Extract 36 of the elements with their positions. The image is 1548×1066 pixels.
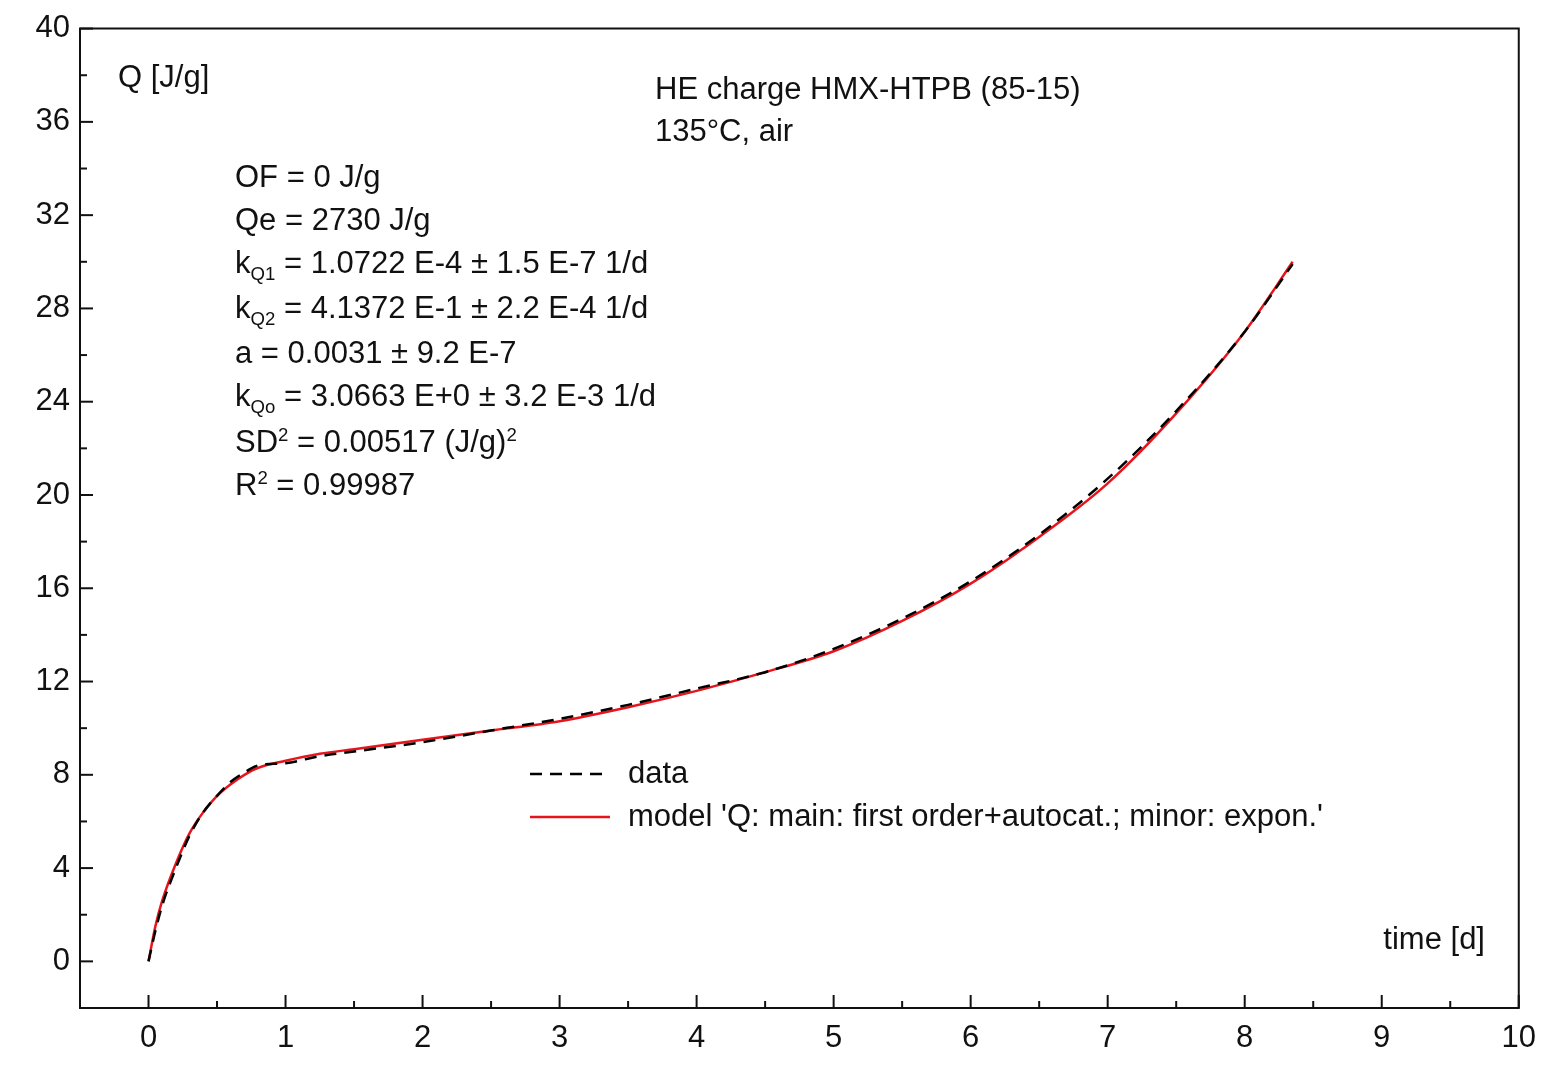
- y-tick-label: 28: [35, 288, 70, 324]
- x-axis-title: time [d]: [1383, 921, 1485, 957]
- annotation: k$_{Q2}$ = 4.1372 E-1 ± 2.2 E-4 1/d: [235, 288, 650, 331]
- y-tick-label: 4: [52, 848, 70, 884]
- x-tick-label: 1: [276, 1019, 295, 1055]
- text: 135°C, air: [655, 113, 794, 149]
- x-tick-label: 3: [550, 1019, 569, 1055]
- y-tick-label: 12: [35, 662, 70, 698]
- legend-label: model 'Q: main: first order+autocat.; minor: expon.': [628, 797, 1324, 833]
- annotation: SD$^{2}$ = 0.00517 (J/g)$^{2}$: [235, 422, 518, 461]
- annotation: k$_{Qo}$ = 3.0663 E+0 ± 3.2 E-3 1/d: [235, 377, 656, 419]
- x-tick-label: 10: [1501, 1019, 1536, 1055]
- annotation: Qe = 2730 J/g: [235, 200, 432, 239]
- x-tick-label: 6: [962, 1019, 980, 1055]
- y-tick-label: 36: [35, 102, 70, 138]
- y-tick-label: 20: [35, 475, 70, 511]
- y-tick-label: 32: [35, 195, 70, 231]
- y-tick-label: 0: [52, 941, 70, 977]
- y-axis-title: Q [J/g]: [118, 59, 210, 95]
- legend-label: data: [628, 754, 690, 790]
- y-tick-label: 8: [52, 755, 70, 791]
- annotation: OF = 0 J/g: [235, 158, 382, 196]
- y-tick-label: 16: [35, 568, 70, 604]
- annotation: R$^{2}$ = 0.99987: [235, 465, 417, 504]
- x-tick-label: 2: [413, 1019, 432, 1055]
- annotation: k$_{Q1}$ = 1.0722 E-4 ± 1.5 E-7 1/d: [235, 243, 650, 285]
- text: HE charge HMX-HTPB (85-15): [655, 71, 1081, 107]
- y-tick-label: 24: [35, 382, 70, 418]
- x-tick-label: 5: [825, 1019, 843, 1055]
- x-tick-label: 0: [139, 1019, 158, 1055]
- x-tick-label: 7: [1099, 1019, 1117, 1055]
- x-tick-label: 8: [1236, 1019, 1254, 1055]
- x-tick-label: 4: [687, 1019, 706, 1055]
- x-tick-label: 9: [1373, 1019, 1391, 1055]
- annotation: a = 0.0031 ± 9.2 E-7: [235, 334, 518, 373]
- y-tick-label: 40: [35, 9, 70, 45]
